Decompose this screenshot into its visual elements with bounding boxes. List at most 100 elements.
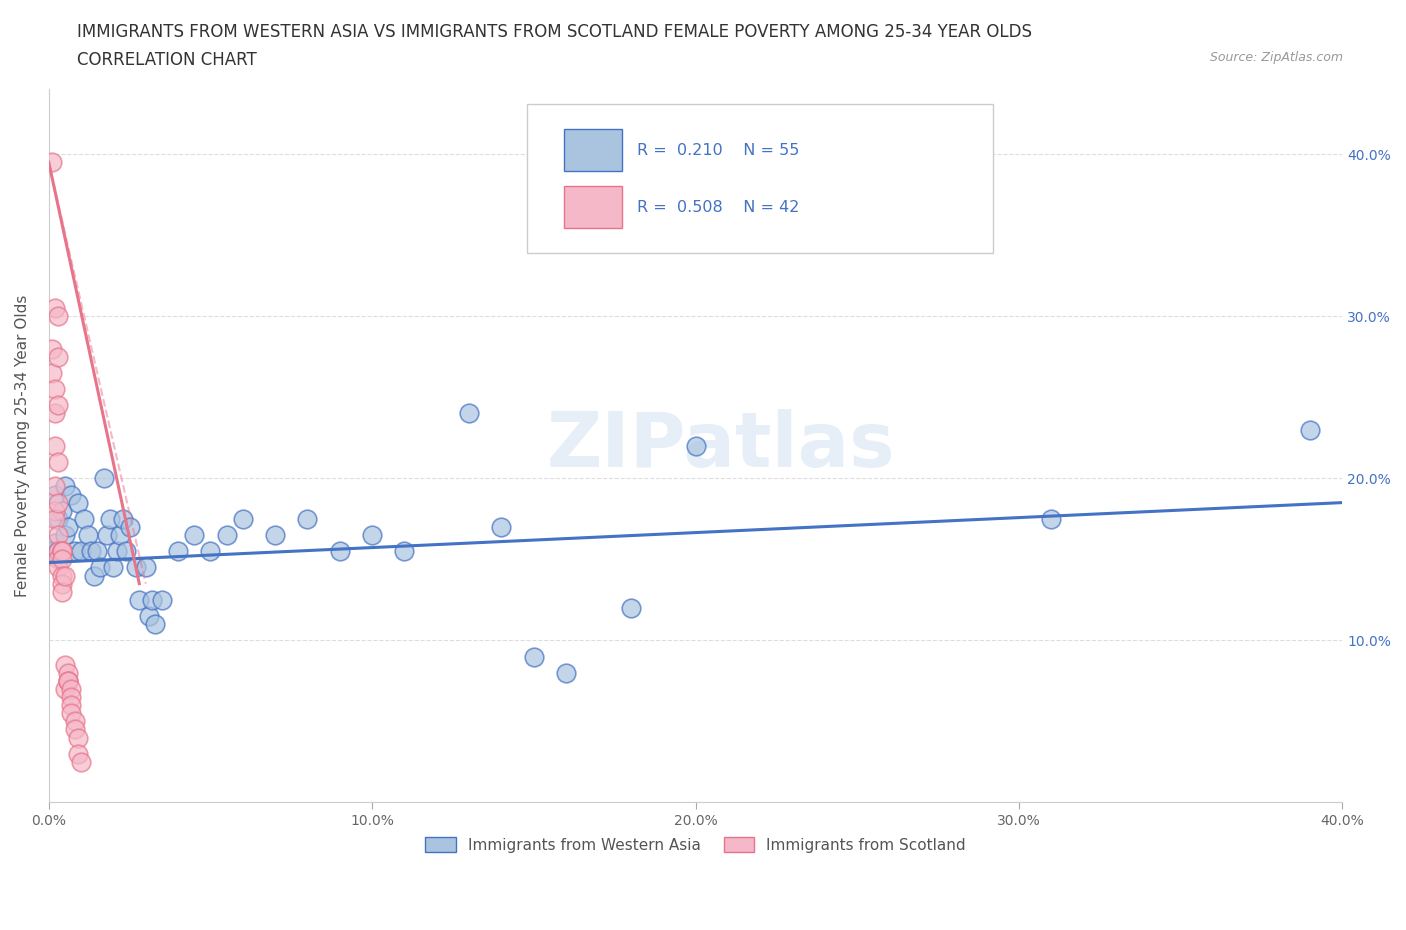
Point: [1040, 512, 1063, 526]
Point: [118, 520, 141, 535]
Point: [93, 471, 115, 485]
Point: [60, 706, 83, 721]
Point: [48, 551, 70, 566]
Point: [232, 512, 254, 526]
Point: [685, 438, 707, 453]
Point: [128, 592, 150, 607]
Point: [44, 512, 66, 526]
Point: [491, 520, 513, 535]
Point: [361, 527, 384, 542]
Text: R =  0.210    N = 55: R = 0.210 N = 55: [637, 142, 800, 157]
Point: [555, 665, 578, 680]
Text: CORRELATION CHART: CORRELATION CHART: [77, 51, 257, 69]
Point: [167, 544, 190, 559]
Point: [105, 544, 128, 559]
Point: [879, 219, 901, 234]
Point: [51, 544, 73, 559]
Point: [60, 682, 83, 697]
Point: [51, 544, 73, 559]
Point: [66, 730, 89, 745]
Point: [66, 495, 89, 510]
Text: Source: ZipAtlas.com: Source: ZipAtlas.com: [1209, 51, 1343, 64]
Point: [44, 300, 66, 315]
Point: [70, 754, 93, 769]
Point: [48, 560, 70, 575]
Point: [41, 365, 63, 380]
Y-axis label: Female Poverty Among 25-34 Year Olds: Female Poverty Among 25-34 Year Olds: [15, 295, 30, 597]
Point: [51, 544, 73, 559]
Point: [51, 577, 73, 591]
Point: [80, 544, 103, 559]
Point: [48, 527, 70, 542]
Point: [56, 665, 79, 680]
Bar: [564, 186, 621, 229]
Point: [41, 155, 63, 170]
Point: [60, 698, 83, 712]
Point: [73, 512, 96, 526]
Point: [135, 560, 157, 575]
Point: [44, 381, 66, 396]
Point: [44, 406, 66, 421]
Point: [48, 495, 70, 510]
Point: [394, 544, 416, 559]
Point: [141, 592, 163, 607]
Point: [115, 544, 138, 559]
Point: [86, 544, 108, 559]
Point: [56, 520, 79, 535]
Point: [56, 673, 79, 688]
Point: [53, 527, 76, 542]
Point: [48, 512, 70, 526]
Point: [53, 568, 76, 583]
Point: [125, 560, 148, 575]
Point: [215, 527, 238, 542]
Point: [44, 479, 66, 494]
Point: [66, 747, 89, 762]
Point: [41, 544, 63, 559]
Point: [63, 714, 86, 729]
Point: [51, 544, 73, 559]
Point: [53, 658, 76, 672]
Point: [103, 560, 125, 575]
Point: [96, 527, 118, 542]
Point: [89, 560, 111, 575]
FancyBboxPatch shape: [527, 103, 993, 253]
Point: [264, 527, 287, 542]
Point: [44, 487, 66, 502]
Text: R =  0.508    N = 42: R = 0.508 N = 42: [637, 200, 800, 215]
Point: [48, 544, 70, 559]
Text: IMMIGRANTS FROM WESTERN ASIA VS IMMIGRANTS FROM SCOTLAND FEMALE POVERTY AMONG 25: IMMIGRANTS FROM WESTERN ASIA VS IMMIGRAN…: [77, 23, 1032, 41]
Point: [108, 527, 131, 542]
Point: [41, 341, 63, 356]
Point: [44, 438, 66, 453]
Point: [112, 512, 135, 526]
Text: ZIPatlas: ZIPatlas: [547, 409, 896, 483]
Point: [48, 309, 70, 324]
Point: [53, 682, 76, 697]
Point: [51, 503, 73, 518]
Point: [56, 673, 79, 688]
Point: [145, 617, 167, 631]
Point: [98, 512, 121, 526]
Point: [1299, 422, 1322, 437]
Point: [63, 722, 86, 737]
Point: [200, 544, 222, 559]
Point: [150, 592, 173, 607]
Point: [60, 487, 83, 502]
Point: [76, 527, 98, 542]
Point: [48, 544, 70, 559]
Point: [183, 527, 205, 542]
Point: [83, 568, 105, 583]
Point: [63, 544, 86, 559]
Point: [51, 584, 73, 599]
Point: [297, 512, 319, 526]
Point: [51, 551, 73, 566]
Point: [48, 350, 70, 365]
Bar: [564, 128, 621, 171]
Point: [53, 479, 76, 494]
Point: [329, 544, 352, 559]
Point: [44, 536, 66, 551]
Point: [620, 601, 643, 616]
Point: [70, 544, 93, 559]
Point: [56, 673, 79, 688]
Point: [48, 398, 70, 413]
